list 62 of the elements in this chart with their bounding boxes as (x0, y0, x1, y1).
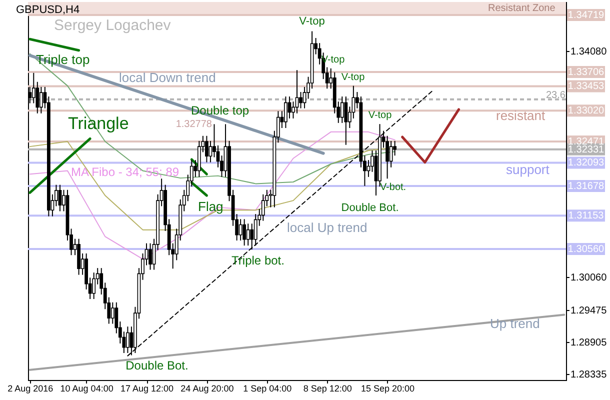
candlestick (389, 140, 393, 168)
y-tick-label: 1.30060 (570, 272, 608, 284)
annotation: local Up trend (287, 220, 368, 235)
x-tick-label: 24 Aug 20:00 (180, 384, 234, 394)
annotation: 1.32778 (176, 119, 212, 130)
y-tick-label: 1.29475 (570, 305, 608, 316)
candlestick (126, 326, 130, 354)
x-tick-label: 1 Sep 04:00 (243, 384, 292, 394)
x-tick-label: 2 Aug 2016 (8, 384, 54, 394)
x-tick-label: 17 Aug 12:00 (120, 384, 174, 394)
annotation: V-bot. (380, 182, 406, 193)
ref-line-label: 1.32331 (568, 144, 605, 156)
ref-line-label: 1.33706 (568, 66, 605, 78)
annotation: Double Bot. (341, 202, 399, 214)
y-tick-label: 1.28905 (570, 338, 608, 349)
candlestick (32, 72, 36, 104)
annotation: support (506, 162, 550, 177)
candlestick (39, 86, 43, 114)
line-series (29, 53, 396, 184)
candlestick (238, 218, 242, 241)
candlestick (110, 302, 114, 324)
candlestick (302, 86, 306, 109)
chart-title: GBPUSD,H4 (16, 4, 80, 16)
x-tick-label: 8 Sep 12:00 (303, 384, 352, 394)
annotation: Double Bot. (126, 358, 188, 372)
ref-line-label: 1.34719 (568, 10, 605, 21)
ref-line-label: 1.33020 (568, 106, 605, 117)
y-tick-label: 1.28335 (570, 370, 608, 381)
candlestick (250, 223, 254, 250)
candlestick (295, 70, 299, 114)
candlestick (58, 184, 62, 212)
ref-line-label: 1.32093 (568, 158, 605, 169)
annotation: Sergey Logachev (54, 17, 172, 34)
candlestick (242, 218, 246, 246)
annotation: V-top (341, 72, 366, 83)
ref-line-label: 1.31678 (568, 181, 605, 192)
annotation: Flag (198, 199, 224, 214)
candlestick (92, 272, 96, 300)
annotation: V-top (368, 110, 392, 122)
annotation: local Down trend (119, 70, 216, 85)
ref-line-label: 1.30560 (568, 244, 605, 255)
x-tick-label: 10 Aug 04:00 (60, 384, 114, 394)
annotation: Double top (191, 104, 250, 118)
x-tick-label: 15 Sep 20:00 (361, 384, 415, 394)
y-tick-label: 1.34080 (570, 46, 608, 58)
band-label: Resistant Zone (488, 3, 556, 14)
annotation: Triple top (36, 52, 90, 67)
annotation: Triple bot. (232, 254, 284, 268)
ref-line-label: 1.33453 (568, 81, 605, 92)
candlestick (284, 96, 288, 128)
annotation: 23.6 (546, 90, 566, 101)
candlestick (246, 223, 250, 246)
candlestick (386, 135, 389, 180)
candlestick (299, 92, 302, 109)
candlestick (148, 242, 152, 270)
ref-line-label: 1.31153 (568, 210, 604, 222)
candlestick (340, 96, 344, 124)
candlestick (216, 144, 220, 168)
annotation: resistant (496, 108, 546, 123)
candlestick (344, 96, 348, 146)
annotation: V-top (299, 15, 325, 28)
candlestick (205, 135, 208, 163)
